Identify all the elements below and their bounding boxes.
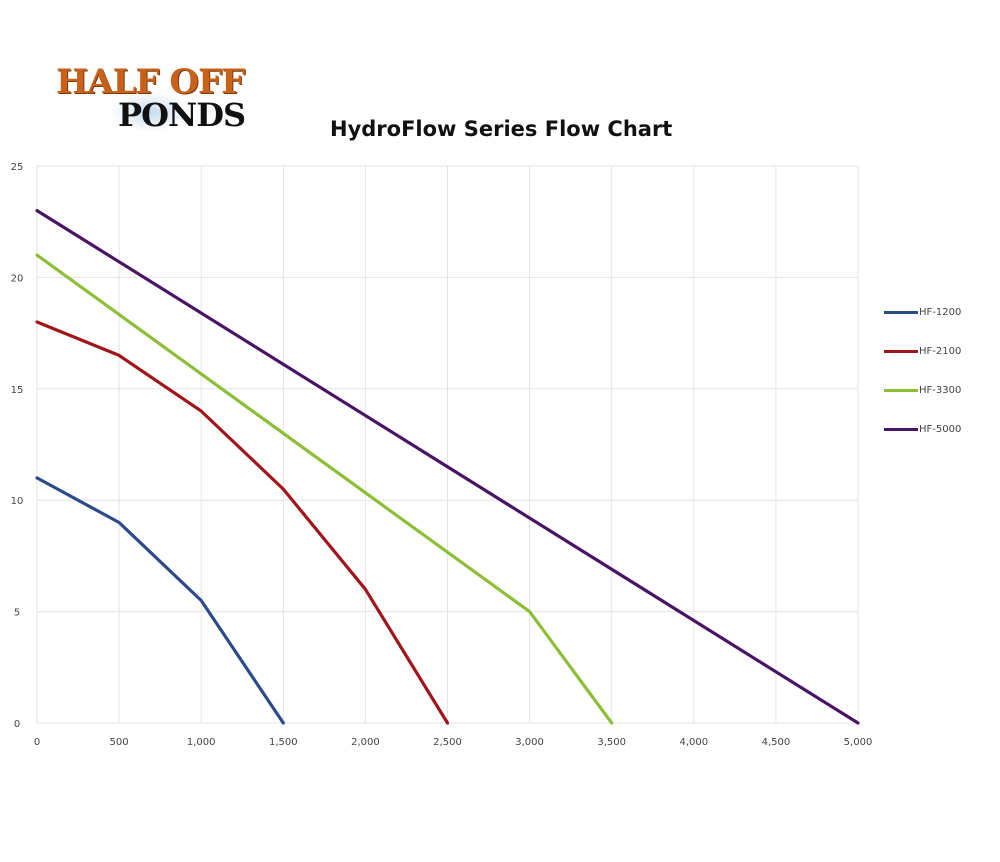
- y-tick-label: 20: [11, 273, 24, 284]
- half-off-ponds-logo: HALF OFF PONDS: [52, 62, 252, 142]
- x-tick-label: 3,000: [515, 737, 544, 748]
- legend-label: HF-1200: [919, 307, 962, 318]
- y-tick-label: 15: [11, 385, 24, 396]
- water-splash-icon: [110, 92, 190, 132]
- y-tick-label: 5: [14, 608, 20, 619]
- x-tick-label: 500: [110, 737, 129, 748]
- legend-item-hf-2100: HF-2100: [884, 332, 961, 371]
- x-tick-label: 0: [34, 737, 40, 748]
- legend-label: HF-5000: [919, 424, 962, 435]
- x-tick-label: 1,000: [187, 737, 216, 748]
- series-line-hf-3300: [35, 253, 614, 725]
- x-tick-label: 2,000: [351, 737, 380, 748]
- legend-item-hf-5000: HF-5000: [884, 410, 961, 449]
- y-tick-label: 25: [11, 162, 24, 173]
- x-tick-label: 3,500: [597, 737, 626, 748]
- logo-line-1: HALF OFF: [56, 62, 245, 102]
- chart-title: HydroFlow Series Flow Chart: [330, 117, 673, 141]
- legend-label: HF-3300: [919, 385, 962, 396]
- series-line-hf-1200: [35, 476, 285, 725]
- y-tick-label: 10: [11, 496, 24, 507]
- x-tick-label: 1,500: [269, 737, 298, 748]
- x-tick-label: 4,500: [762, 737, 791, 748]
- series-line-hf-2100: [35, 320, 450, 725]
- legend-swatch-icon: [884, 428, 918, 431]
- x-tick-label: 5,000: [844, 737, 873, 748]
- legend-swatch-icon: [884, 311, 918, 314]
- legend-swatch-icon: [884, 389, 918, 392]
- x-tick-label: 4,000: [679, 737, 708, 748]
- series-line-hf-5000: [35, 209, 860, 725]
- chart-legend: HF-1200 HF-2100 HF-3300 HF-5000: [884, 293, 961, 449]
- x-tick-label: 2,500: [433, 737, 462, 748]
- legend-item-hf-3300: HF-3300: [884, 371, 961, 410]
- legend-item-hf-1200: HF-1200: [884, 293, 961, 332]
- legend-label: HF-2100: [919, 346, 962, 357]
- legend-swatch-icon: [884, 350, 918, 353]
- logo-line-2: PONDS: [118, 96, 246, 134]
- y-tick-label: 0: [14, 719, 20, 730]
